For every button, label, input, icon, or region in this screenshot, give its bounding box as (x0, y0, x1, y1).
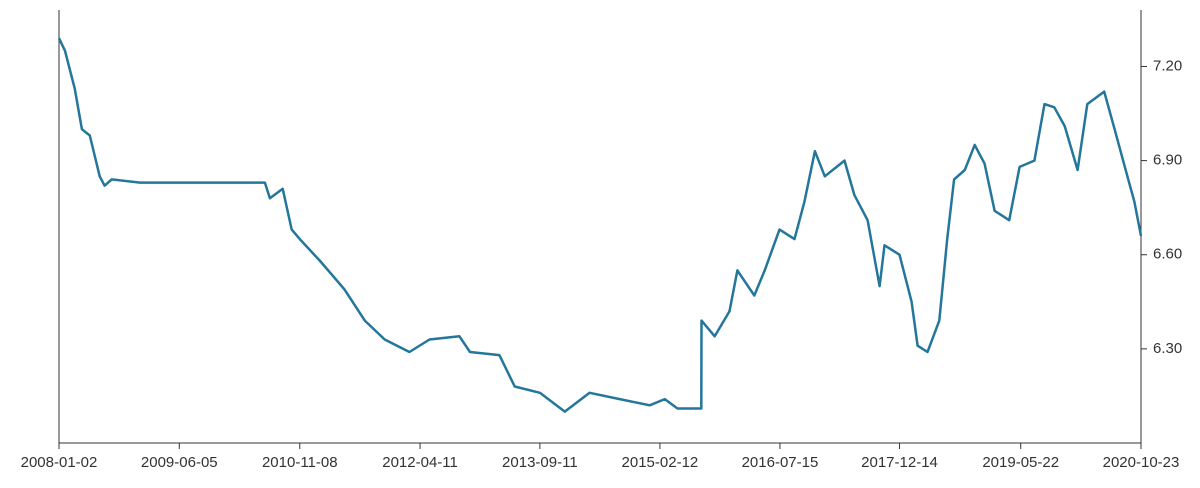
y-tick-label: 6.90 (1153, 152, 1182, 169)
x-tick-label: 2009-06-05 (141, 454, 218, 471)
x-tick-label: 2013-09-11 (502, 454, 578, 471)
y-tick-label: 6.30 (1153, 340, 1182, 357)
x-tick-label: 2015-02-12 (622, 454, 699, 471)
x-tick-label: 2008-01-02 (21, 454, 98, 471)
x-tick-label: 2012-04-11 (382, 454, 458, 471)
y-tick-label: 7.20 (1153, 57, 1182, 74)
x-tick-label: 2017-12-14 (861, 454, 938, 471)
x-tick-label: 2019-05-22 (982, 454, 1059, 471)
y-tick-label: 6.60 (1153, 246, 1182, 263)
x-tick-label: 2010-11-08 (262, 454, 338, 471)
x-tick-label: 2020-10-23 (1103, 454, 1180, 471)
x-tick-label: 2016-07-15 (742, 454, 819, 471)
series-line (57, 37, 1143, 413)
